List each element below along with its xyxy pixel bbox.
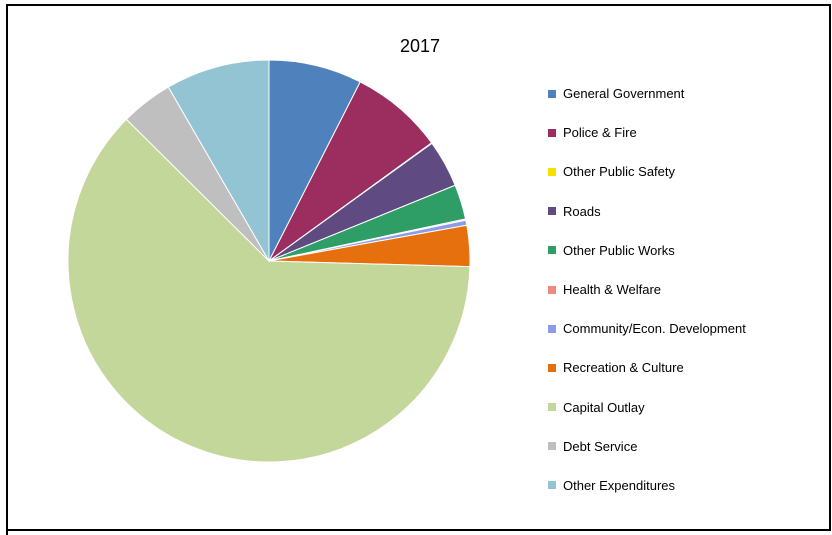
- legend-swatch: [548, 285, 556, 294]
- pie-slice-police-fire: [268, 81, 433, 262]
- legend-item: Health & Welfare: [548, 270, 818, 309]
- legend-item: Other Expenditures: [548, 466, 818, 505]
- legend-item: Other Public Works: [548, 231, 818, 270]
- legend-label: Other Public Works: [563, 242, 675, 258]
- legend-item: Capital Outlay: [548, 388, 818, 427]
- legend-swatch: [548, 207, 556, 216]
- legend-label: Roads: [563, 203, 601, 219]
- legend-item: Roads: [548, 192, 818, 231]
- legend-swatch: [548, 481, 556, 490]
- legend-swatch: [548, 363, 556, 372]
- chart-title: 2017: [400, 36, 441, 56]
- chart-legend: General Government Police & Fire Other Pub…: [548, 74, 818, 505]
- legend-swatch: [548, 89, 556, 98]
- legend-item: Recreation & Culture: [548, 348, 818, 387]
- legend-label: Debt Service: [563, 438, 638, 454]
- legend-label: Community/Econ. Development: [563, 321, 746, 337]
- legend-label: Recreation & Culture: [563, 360, 684, 376]
- legend-item: Community/Econ. Development: [548, 309, 818, 348]
- legend-label: Capital Outlay: [563, 399, 645, 415]
- legend-swatch: [548, 442, 556, 451]
- legend-item: General Government: [548, 74, 818, 113]
- legend-item: Other Public Safety: [548, 152, 818, 191]
- frame-edge-mark: [6, 510, 8, 535]
- legend-label: Other Expenditures: [563, 477, 676, 493]
- legend-label: Health & Welfare: [563, 282, 662, 298]
- pie-slice-other-expenditures: [167, 59, 270, 263]
- legend-label: Other Public Safety: [563, 164, 675, 180]
- legend-label: General Government: [563, 86, 685, 102]
- legend-item: Police & Fire: [548, 113, 818, 152]
- pie-slice-general-government: [268, 59, 361, 262]
- legend-swatch: [548, 167, 556, 176]
- pie-slices: [67, 59, 471, 463]
- legend-swatch: [548, 324, 556, 333]
- legend-swatch: [548, 246, 556, 255]
- pie-slice-capital-outlay: [67, 118, 471, 463]
- legend-swatch: [548, 128, 556, 137]
- legend-swatch: [548, 403, 556, 412]
- legend-label: Police & Fire: [563, 125, 637, 141]
- legend-item: Debt Service: [548, 427, 818, 466]
